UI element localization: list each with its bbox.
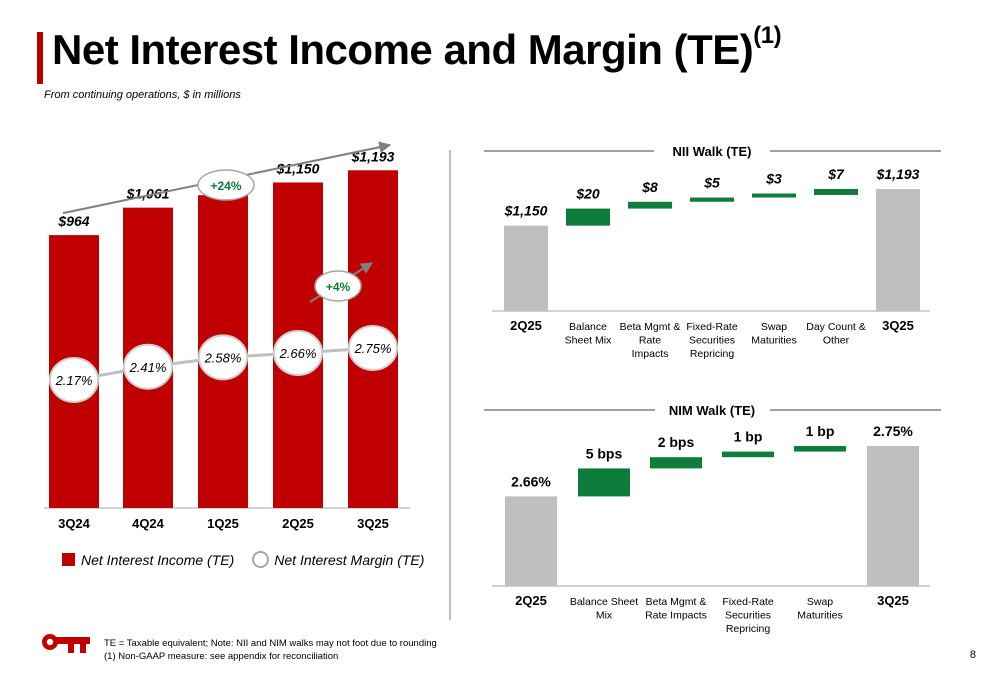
- walk-category-label: Balance Sheet: [570, 596, 638, 608]
- walk-category-label: Fixed-Rate: [686, 321, 738, 333]
- legend-nii-swatch: [62, 553, 75, 566]
- page-number: 8: [969, 649, 976, 661]
- walk-bar: [504, 225, 548, 311]
- walk-bar: [752, 193, 796, 198]
- walk-title: NIM Walk (TE): [669, 403, 755, 418]
- walk-category-label: Maturities: [797, 610, 843, 622]
- key-logo-icon: [42, 634, 90, 653]
- walk-bar: [578, 468, 630, 497]
- walk-category-label: Day Count &: [806, 321, 866, 333]
- walk-category-label: 3Q25: [882, 318, 914, 333]
- x-tick-label: 1Q25: [207, 516, 239, 531]
- walk-category-label: Securities: [725, 610, 771, 622]
- x-tick-label: 3Q24: [58, 516, 91, 531]
- walk-bar-label: $8: [641, 179, 658, 195]
- nii-growth-badge: [197, 169, 255, 201]
- walk-bar: [505, 496, 557, 586]
- walk-bar: [794, 446, 846, 452]
- footnote-line-2: (1) Non-GAAP measure: see appendix for r…: [104, 651, 339, 662]
- walk-category-label: Rate: [639, 335, 661, 347]
- nim-marker: [348, 325, 398, 371]
- nim-value-label: 2.66%: [279, 346, 317, 361]
- walk-category-label: Rate Impacts: [645, 610, 707, 622]
- walk-bar-label: 1 bp: [734, 429, 763, 445]
- walk-bar: [690, 197, 734, 202]
- walk-bar: [628, 201, 672, 209]
- nim-growth-badge: [314, 270, 362, 302]
- nii-bar-label: $1,150: [276, 160, 320, 176]
- walk-category-label: Impacts: [632, 348, 669, 360]
- walk-bar: [814, 188, 858, 195]
- x-tick-label: 4Q24: [132, 516, 165, 531]
- title-accent-bar: [37, 32, 43, 84]
- walk-category-label: Repricing: [726, 623, 771, 635]
- walk-category-label: Swap: [761, 321, 787, 333]
- walk-category-label: Repricing: [690, 348, 735, 360]
- walk-category-label: Beta Mgmt &: [646, 596, 707, 608]
- walk-category-label: Securities: [689, 335, 735, 347]
- walk-bar-label: 5 bps: [586, 445, 623, 461]
- nii-walk-chart: NII Walk (TE) $1,150 2Q25 $20 Balance Sheet M…: [484, 144, 941, 360]
- page-subtitle: From continuing operations, $ in million…: [44, 89, 241, 101]
- footnote-line-1: TE = Taxable equivalent; Note: NII and N…: [104, 638, 437, 649]
- walk-bar-label: $5: [703, 175, 720, 191]
- chart-legend: Net Interest Income (TE) Net Interest Ma…: [62, 551, 424, 568]
- walk-category-label: Balance: [569, 321, 607, 333]
- nim-value-label: 2.58%: [204, 350, 242, 365]
- walk-category-label: Fixed-Rate: [722, 596, 774, 608]
- walk-bar-label: $1,193: [876, 166, 920, 182]
- walk-category-label: 2Q25: [510, 318, 542, 333]
- nii-growth-label: +24%: [210, 179, 241, 193]
- walk-bar: [867, 446, 919, 586]
- walk-category-label: Maturities: [751, 335, 797, 347]
- walk-bar-label: 1 bp: [806, 423, 835, 439]
- walk-bar-label: $1,150: [504, 203, 548, 219]
- nii-nim-chart: $9643Q24$1,0614Q24$1,1051Q25$1,1502Q25$1…: [44, 141, 410, 531]
- walk-bar: [650, 457, 702, 469]
- walk-category-label: Beta Mgmt &: [620, 321, 681, 333]
- vertical-divider: [449, 150, 451, 620]
- footnote: TE = Taxable equivalent; Note: NII and N…: [104, 637, 437, 663]
- walk-category-label: Sheet Mix: [565, 335, 612, 347]
- walk-title: NII Walk (TE): [673, 144, 752, 159]
- legend-nim-label: Net Interest Margin (TE): [274, 551, 425, 568]
- title-superscript: (1): [753, 22, 782, 49]
- walk-bar: [722, 451, 774, 458]
- nii-bar-label: $964: [57, 213, 89, 229]
- walk-bar: [876, 188, 920, 311]
- nim-marker: [198, 334, 248, 381]
- walk-bar-label: 2.66%: [511, 473, 551, 489]
- nim-value-label: 2.17%: [55, 373, 93, 388]
- nim-marker: [273, 329, 323, 376]
- legend-nim-swatch: [252, 551, 270, 568]
- walk-bar: [566, 208, 610, 226]
- walk-category-label: 2Q25: [515, 593, 547, 608]
- x-tick-label: 3Q25: [357, 516, 389, 531]
- nim-marker: [49, 357, 99, 403]
- legend-nii-label: Net Interest Income (TE): [81, 551, 235, 568]
- walk-category-label: Mix: [596, 610, 613, 622]
- walk-bar-label: 2.75%: [873, 423, 913, 439]
- nim-walk-chart: NIM Walk (TE) 2.66% 2Q25 5 bps Balance Sheet…: [484, 403, 941, 635]
- walk-category-label: 3Q25: [877, 593, 909, 608]
- walk-bar-label: $20: [575, 186, 600, 202]
- walk-bar-label: $3: [765, 171, 782, 187]
- nim-value-label: 2.41%: [129, 360, 167, 375]
- nim-marker: [123, 343, 173, 390]
- walk-category-label: Swap: [807, 596, 833, 608]
- walk-category-label: Other: [823, 335, 850, 347]
- walk-bar-label: 2 bps: [658, 434, 695, 450]
- page-title: Net Interest Income and Margin (TE)(1): [52, 22, 782, 73]
- walk-bar-label: $7: [827, 166, 845, 182]
- x-tick-label: 2Q25: [282, 516, 314, 531]
- nim-value-label: 2.75%: [354, 341, 392, 356]
- nim-growth-label: +4%: [326, 280, 351, 294]
